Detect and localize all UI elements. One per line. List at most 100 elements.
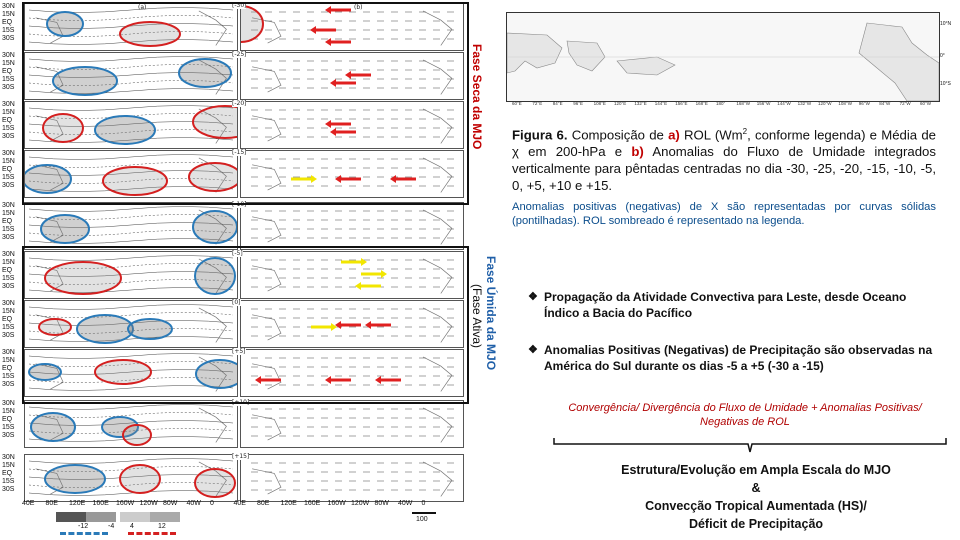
latitude-label: EQ: [2, 218, 13, 225]
latitude-label: EQ: [2, 470, 13, 477]
caption-fig-label: Figura 6.: [512, 127, 568, 143]
map-longitude-label: 120°E: [614, 101, 627, 106]
chi-contour: [28, 385, 234, 391]
map-longitude-label: 120°W: [818, 101, 832, 106]
chi-contour: [28, 56, 234, 62]
blue-anomaly-ellipse: [178, 58, 232, 88]
lag-label: [-15]: [232, 149, 247, 156]
scale-value: 100: [416, 516, 428, 523]
red-anomaly-ellipse: [42, 113, 84, 143]
pacific-map: [506, 12, 940, 102]
moisture-flux-svg: [251, 108, 454, 144]
chi-contour: [28, 353, 234, 359]
latitude-label: 30N: [2, 349, 15, 356]
latitude-label: 30N: [2, 400, 15, 407]
latitude-label: EQ: [2, 19, 13, 26]
arrowhead-icon: [355, 282, 361, 290]
chi-contour: [28, 404, 234, 410]
latitude-label: 15S: [2, 275, 15, 282]
arrowhead-icon: [255, 376, 261, 384]
latitude-label: 30N: [2, 150, 15, 157]
blue-anomaly-ellipse: [40, 214, 90, 244]
arrowhead-icon: [365, 321, 371, 329]
chi-contour: [28, 458, 234, 464]
panel-b-tag: (b): [354, 4, 363, 11]
panel-a-row: [24, 202, 238, 250]
latitude-label: 15N: [2, 11, 15, 18]
coastline: [252, 108, 453, 144]
chi-contour: [28, 271, 234, 277]
blue-anomaly-ellipse: [52, 66, 118, 96]
blue-dashed-legend: [60, 532, 108, 535]
longitude-label: 120E: [280, 500, 297, 507]
chi-contour: [28, 121, 234, 127]
latitude-label: 30S: [2, 133, 15, 140]
longitude-label: 160W: [116, 500, 135, 507]
latitude-label: 30N: [2, 101, 15, 108]
moisture-flux-svg: [251, 258, 454, 294]
chi-contour: [28, 474, 234, 480]
latitude-label: 30S: [2, 84, 15, 91]
latitude-label: 30S: [2, 35, 15, 42]
longitude-label: 80E: [45, 500, 58, 507]
wet-phase-label: Fase Úmida da MJO: [484, 256, 498, 371]
panel-a-row: [24, 52, 238, 100]
latitude-label: 15S: [2, 226, 15, 233]
coastline: [252, 209, 453, 245]
panel-b-row: [240, 202, 464, 250]
rol-map-svg: [28, 458, 236, 498]
map-longitude-label: 96°W: [858, 101, 870, 106]
lag-label: [-30]: [232, 2, 247, 9]
arrowhead-icon: [381, 270, 387, 278]
latitude-label: 15S: [2, 27, 15, 34]
latitude-label: 15S: [2, 424, 15, 431]
blue-anomaly-ellipse: [192, 210, 238, 244]
wet-phase-box: [22, 246, 469, 404]
arrowhead-icon: [330, 128, 336, 136]
structure-line-4: Déficit de Precipitação: [688, 517, 824, 531]
longitude-label: 120E: [69, 500, 86, 507]
arrowhead-icon: [311, 175, 317, 183]
moisture-flux-svg: [251, 59, 454, 95]
red-anomaly-ellipse: [122, 424, 152, 446]
latitude-label: 15S: [2, 76, 15, 83]
latitude-label: 30S: [2, 486, 15, 493]
map-longitude-label: 84°E: [552, 101, 563, 106]
chi-contour: [28, 490, 234, 496]
blue-anomaly-ellipse: [46, 11, 84, 37]
blue-anomaly-ellipse: [101, 416, 139, 438]
red-anomaly-ellipse: [194, 468, 236, 498]
structure-line-1: Estrutura/Evolução em Ampla Escala do MJ…: [621, 463, 891, 477]
dry-phase-box: [22, 2, 469, 205]
caption-text-1: Composição de: [571, 127, 669, 143]
coastline: [252, 407, 453, 443]
chi-contour: [28, 287, 234, 293]
latitude-label: 30N: [2, 251, 15, 258]
latitude-label: 15N: [2, 408, 15, 415]
lag-label: [0]: [232, 299, 241, 306]
caption-a-label: a): [668, 127, 680, 143]
longitude-label: 40W: [186, 500, 201, 507]
longitude-label: 80W: [374, 500, 389, 507]
panel-b-row: [240, 400, 464, 448]
chi-contour: [28, 304, 234, 310]
caption-sup: 2: [742, 127, 748, 136]
longitude-label: 160E: [304, 500, 321, 507]
legend-value-2: -4: [108, 523, 115, 530]
map-longitude-label: 168°W: [736, 101, 750, 106]
arrowhead-icon: [335, 175, 341, 183]
caption-text-4: Anomalias do Fluxo de Umidade integrados…: [512, 144, 936, 194]
latitude-label: 30S: [2, 234, 15, 241]
panel-a-row: [24, 101, 258, 149]
map-lat-10s: 10°S: [940, 81, 951, 87]
panel-b-row: [240, 454, 464, 502]
moisture-flux-svg: [251, 461, 454, 497]
rol-map-svg: [28, 7, 234, 47]
longitude-label: 160E: [92, 500, 109, 507]
coastline: [252, 461, 453, 497]
chi-contour: [28, 336, 234, 342]
panel-b-row: [240, 300, 464, 348]
red-anomaly-ellipse: [94, 359, 152, 385]
bullet-2: ❖ Anomalias Positivas (Negativas) de Pre…: [528, 342, 934, 374]
caption-text-3: , conforme legenda) e Média de χ em 200-…: [512, 127, 937, 160]
